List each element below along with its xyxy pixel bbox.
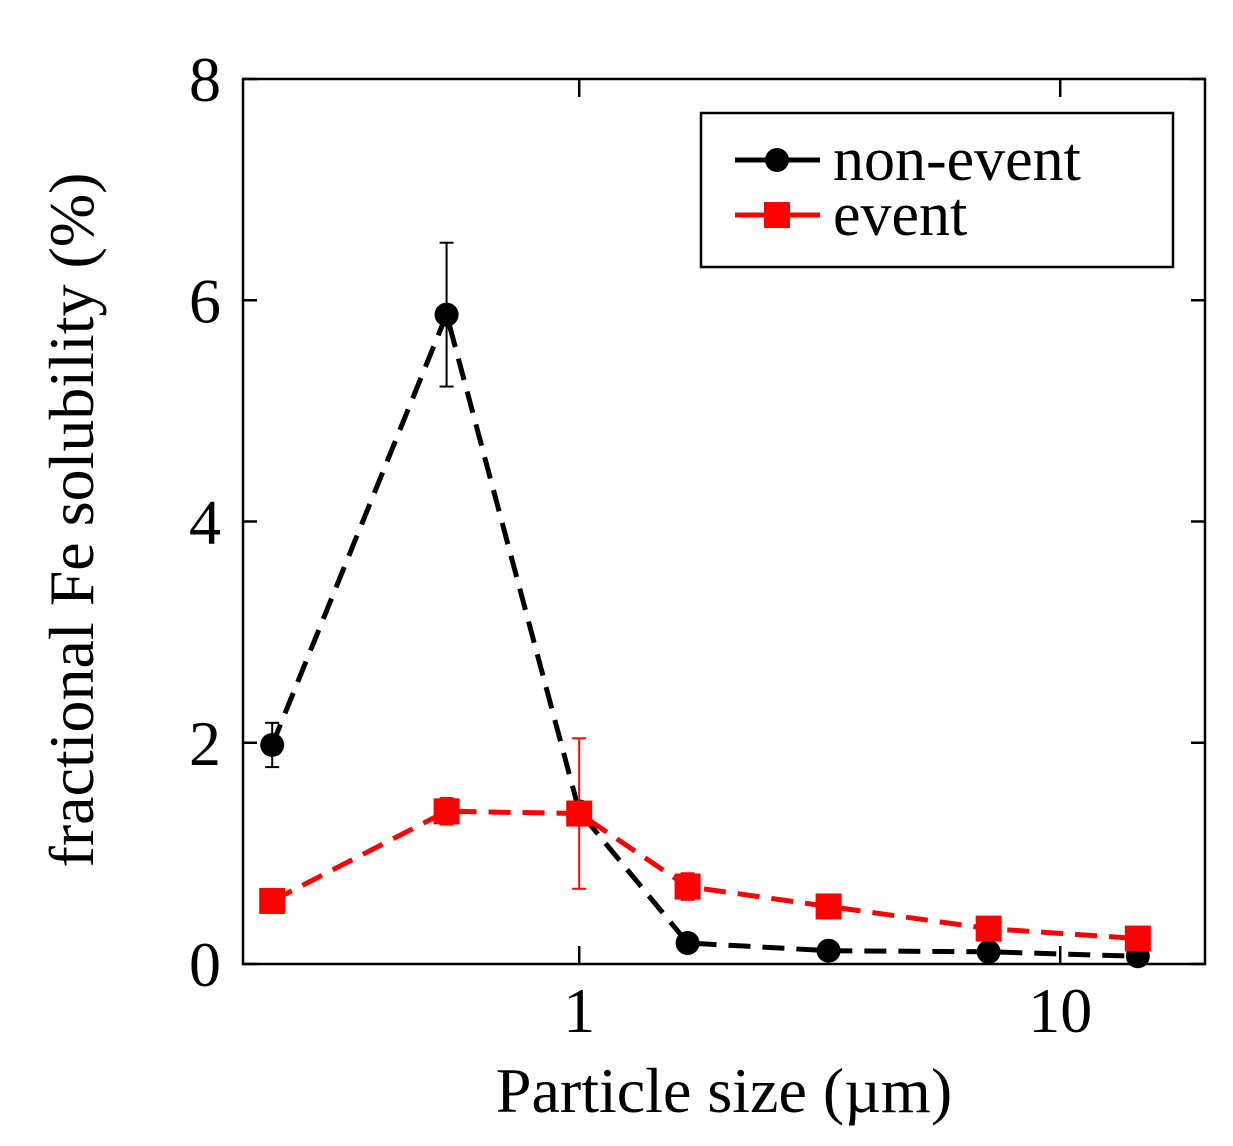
- y-tick-label: 8: [189, 44, 221, 115]
- series-line-non-event: [269, 306, 1138, 959]
- legend-box: [699, 111, 1175, 269]
- legend-marker: [764, 202, 790, 228]
- y-axis-label: fractional Fe solubility (%): [36, 173, 107, 868]
- legend-marker: [765, 148, 789, 172]
- series-layer: [259, 241, 1151, 969]
- data-point-non-event: [434, 302, 459, 327]
- data-point-non-event: [260, 732, 285, 757]
- legend-label: non-event: [833, 126, 1081, 194]
- data-point-non-event: [816, 938, 841, 963]
- y-tick-label: 4: [189, 487, 221, 558]
- x-axis-label: Particle size (µm): [496, 1055, 952, 1126]
- x-tick-label: 1: [563, 975, 595, 1046]
- y-tick-label: 0: [189, 929, 221, 1000]
- data-point-event: [674, 873, 701, 900]
- y-tick-label: 2: [189, 708, 221, 779]
- y-tick-label: 6: [189, 265, 221, 336]
- data-point-event: [975, 915, 1002, 942]
- data-point-event: [433, 798, 460, 825]
- ticks-layer: 0 2 4 6 8 1 10: [189, 44, 1205, 1046]
- series-line-event: [271, 808, 1138, 942]
- data-point-event: [259, 887, 286, 914]
- data-point-non-event: [675, 930, 700, 955]
- data-point-event: [1124, 925, 1151, 952]
- data-point-event: [566, 800, 593, 827]
- x-tick-label: 10: [1028, 975, 1092, 1046]
- legend-label: event: [833, 181, 967, 249]
- data-point-non-event: [976, 939, 1001, 964]
- data-point-event: [815, 893, 842, 920]
